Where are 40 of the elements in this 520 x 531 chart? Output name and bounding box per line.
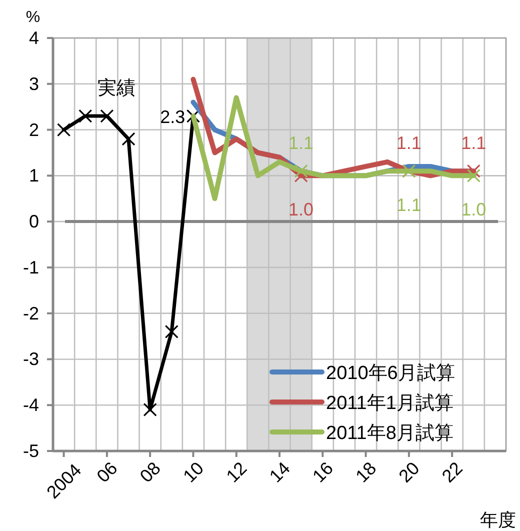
x-tick-label: 06 [92, 458, 122, 486]
annotation: 実績 [97, 77, 136, 100]
y-tick-label: -3 [22, 349, 39, 370]
y-tick-label: -5 [22, 441, 39, 461]
point [122, 132, 136, 146]
x-tick-label: 16 [308, 458, 338, 486]
x-tick-label: 22 [438, 458, 466, 486]
point [100, 109, 114, 123]
y-tick-label: 1 [28, 166, 39, 186]
x-tick-label: 12 [222, 458, 251, 486]
data-label: 1.0 [288, 200, 314, 220]
y-tick-label: -1 [22, 257, 39, 278]
data-label: 1.1 [461, 133, 486, 154]
point [164, 324, 178, 338]
x-tick-label: 10 [179, 458, 208, 486]
y-tick-label: 4 [28, 28, 39, 48]
y-tick-label: 3 [28, 74, 39, 94]
y-tick-label: 2 [28, 120, 39, 140]
point [78, 109, 92, 123]
data-label: 1.1 [396, 195, 422, 216]
data-label: 1.1 [396, 133, 422, 154]
point [294, 164, 308, 178]
legend-label: 2011年8月試算 [326, 423, 454, 444]
y-tick-label: -4 [22, 395, 39, 416]
y-tick-label: -2 [22, 303, 39, 324]
x-tick-label: 08 [136, 458, 164, 486]
x-tick-label: 18 [352, 458, 380, 486]
data-label: 2.3 [160, 107, 186, 128]
point [56, 122, 71, 137]
point [143, 402, 157, 416]
y-axis-title: % [26, 9, 40, 26]
point [466, 168, 480, 182]
legend-label: 2010年6月試算 [326, 363, 455, 384]
x-axis-title: 年度 [480, 510, 516, 530]
legend-label: 2011年1月試算 [326, 393, 454, 414]
data-label: 1.1 [288, 133, 314, 154]
x-tick-label: 20 [394, 458, 424, 486]
data-label: 1.0 [461, 200, 486, 220]
y-tick-label: 0 [28, 212, 39, 232]
x-tick-label: 14 [266, 458, 294, 486]
